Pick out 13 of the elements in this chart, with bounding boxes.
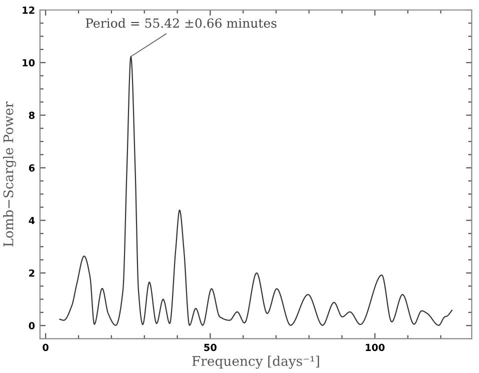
y-tick-label: 10 bbox=[22, 59, 35, 66]
y-tick-label: 8 bbox=[28, 112, 35, 120]
y-tick-label: 0 bbox=[28, 322, 35, 330]
x-axis-title: Frequency [days⁻¹] bbox=[192, 356, 320, 369]
x-tick-label: 0 bbox=[42, 344, 49, 352]
annotation: Period = 55.42 ±0.66 minutes bbox=[86, 18, 276, 28]
x-tick-label: 100 bbox=[366, 344, 385, 352]
y-tick-label: 2 bbox=[29, 269, 34, 277]
y-tick-label: 6 bbox=[28, 164, 35, 172]
y-axis-title: Lomb−Scargle Power bbox=[3, 102, 16, 246]
y-tick-label: 12 bbox=[22, 6, 34, 14]
y-tick-label: 4 bbox=[28, 216, 35, 224]
x-tick-label: 50 bbox=[204, 344, 217, 352]
